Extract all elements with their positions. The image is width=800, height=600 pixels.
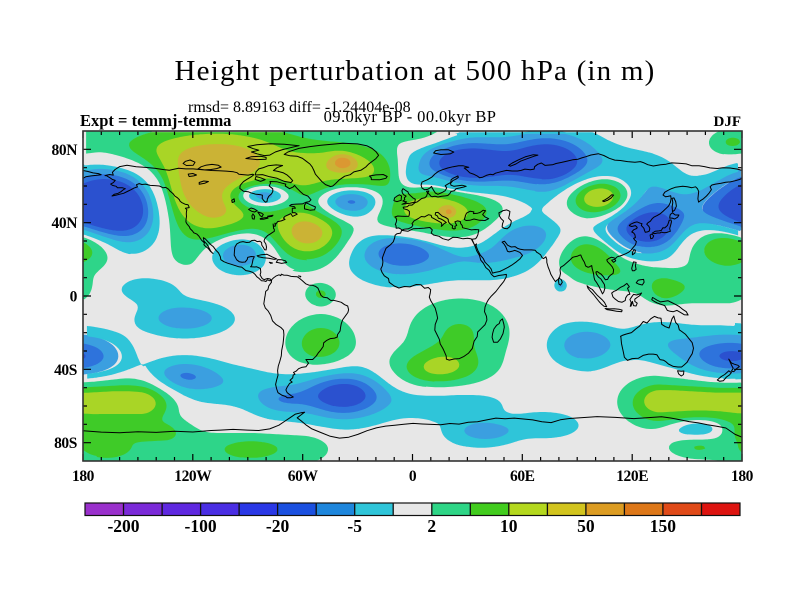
svg-text:09.0kyr BP - 00.0kyr BP: 09.0kyr BP - 00.0kyr BP xyxy=(324,107,497,126)
svg-text:2: 2 xyxy=(427,516,436,536)
svg-text:DJF: DJF xyxy=(714,114,742,130)
svg-text:120W: 120W xyxy=(174,468,212,485)
svg-text:60W: 60W xyxy=(288,468,319,485)
svg-text:0: 0 xyxy=(70,289,78,306)
svg-text:40N: 40N xyxy=(52,215,78,232)
svg-text:-5: -5 xyxy=(347,516,362,536)
svg-text:80N: 80N xyxy=(52,142,78,159)
svg-text:0: 0 xyxy=(409,468,417,485)
svg-text:50: 50 xyxy=(577,516,595,536)
svg-text:Expt = temmj-temma: Expt = temmj-temma xyxy=(80,111,231,130)
svg-text:180: 180 xyxy=(72,468,95,485)
svg-text:-20: -20 xyxy=(266,516,290,536)
svg-text:180: 180 xyxy=(731,468,754,485)
svg-text:40S: 40S xyxy=(54,362,77,379)
svg-text:-100: -100 xyxy=(185,516,217,536)
svg-text:120E: 120E xyxy=(616,468,648,485)
svg-text:rmsd= 8.89163 diff= -1.24404e-: rmsd= 8.89163 diff= -1.24404e-08 xyxy=(188,99,411,116)
svg-text:-200: -200 xyxy=(107,516,139,536)
svg-text:150: 150 xyxy=(650,516,677,536)
svg-text:60E: 60E xyxy=(510,468,535,485)
svg-text:80S: 80S xyxy=(54,435,77,452)
svg-text:10: 10 xyxy=(500,516,518,536)
svg-text:Height perturbation at 500 hPa: Height perturbation at 500 hPa (in m) xyxy=(175,55,656,87)
